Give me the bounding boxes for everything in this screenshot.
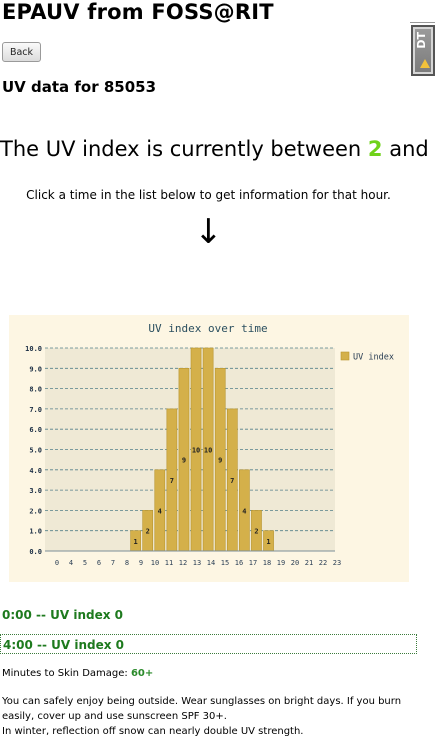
y-tick-label: 8.0 — [29, 386, 42, 394]
advice-text: You can safely enjoy being outside. Wear… — [2, 694, 417, 739]
header-divider — [410, 22, 435, 23]
bar-label: 10 — [204, 447, 212, 455]
y-tick-label: 10.0 — [25, 345, 42, 353]
x-tick-label: 14 — [207, 559, 215, 567]
uv-statement: The UV index is currently between 2 and … — [0, 137, 429, 161]
location-subtitle: UV data for 85053 — [2, 78, 157, 96]
y-tick-label: 3.0 — [29, 487, 42, 495]
uv-statement-prefix: The UV index is currently between — [0, 137, 368, 161]
skin-damage-value: 60+ — [130, 668, 154, 679]
advice-line-2: In winter, reflection off snow can nearl… — [2, 726, 304, 737]
y-tick-label: 9.0 — [29, 365, 42, 373]
y-tick-label: 7.0 — [29, 406, 42, 414]
uv-chart: UV index over time 0.0 1.0 2.0 3.0 4.0 5.0 6.0 7… — [9, 315, 409, 582]
x-tick-label: 7 — [111, 559, 115, 567]
skin-damage: Minutes to Skin Damage: 60+ — [2, 668, 153, 679]
dt-badge-body: DT — [415, 29, 431, 72]
x-tick-label: 0 — [55, 559, 59, 567]
x-tick-label: 15 — [221, 559, 229, 567]
x-tick-label: 16 — [235, 559, 243, 567]
x-tick-label: 4 — [69, 559, 73, 567]
x-tick-label: 10 — [151, 559, 159, 567]
y-tick-label: 5.0 — [29, 447, 42, 455]
x-tick-label: 11 — [165, 559, 173, 567]
uv-low-value: 2 — [367, 137, 383, 161]
dt-badge[interactable]: DT — [411, 25, 435, 76]
x-tick-label: 6 — [97, 559, 101, 567]
x-tick-label: 17 — [249, 559, 257, 567]
bar-label: 1 — [134, 538, 138, 546]
x-tick-label: 8 — [125, 559, 129, 567]
legend-swatch — [340, 351, 350, 361]
bar-label: 10 — [192, 447, 200, 455]
x-tick-label: 13 — [193, 559, 201, 567]
bar-label: 4 — [242, 507, 246, 515]
y-tick-label: 6.0 — [29, 426, 42, 434]
skin-damage-label: Minutes to Skin Damage: — [2, 668, 131, 679]
x-tick-label: 12 — [179, 559, 187, 567]
bar-label: 7 — [170, 477, 174, 485]
bar-label: 9 — [218, 457, 222, 465]
hour-item-1[interactable]: 4:00 -- UV index 0 — [0, 634, 417, 654]
chart-title: UV index over time — [148, 322, 267, 335]
y-tick-label: 0.0 — [29, 548, 42, 556]
y-tick-label: 4.0 — [29, 467, 42, 475]
bar-label: 7 — [230, 477, 234, 485]
hour-item-0[interactable]: 0:00 -- UV index 0 — [2, 608, 124, 622]
bar-label: 2 — [146, 528, 150, 536]
triangle-logo-icon — [420, 59, 430, 68]
x-tick-label: 9 — [139, 559, 143, 567]
instruction-text: Click a time in the list below to get in… — [26, 188, 391, 202]
bar-label: 2 — [254, 528, 258, 536]
y-tick-label: 2.0 — [29, 507, 42, 515]
x-tick-label: 19 — [277, 559, 285, 567]
x-tick-label: 23 — [333, 559, 341, 567]
bar-label: 9 — [182, 457, 186, 465]
advice-line-1: You can safely enjoy being outside. Wear… — [2, 696, 402, 722]
down-arrow-icon: ↓ — [194, 212, 223, 252]
bar-label: 4 — [158, 507, 162, 515]
uv-chart-svg: UV index over time 0.0 1.0 2.0 3.0 4.0 5.0 6.0 7… — [25, 322, 394, 567]
legend-label: UV index — [353, 353, 394, 363]
x-tick-label: 21 — [305, 559, 313, 567]
uv-statement-joiner: and — [382, 137, 435, 161]
back-button[interactable]: Back — [2, 42, 41, 62]
x-tick-label: 5 — [83, 559, 87, 567]
x-tick-label: 20 — [291, 559, 299, 567]
y-tick-label: 1.0 — [29, 528, 42, 536]
bar-label: 1 — [266, 538, 270, 546]
x-tick-label: 22 — [319, 559, 327, 567]
x-tick-label: 18 — [263, 559, 271, 567]
dt-badge-text: DT — [415, 32, 428, 49]
app-title: EPAUV from FOSS@RIT — [2, 0, 274, 24]
